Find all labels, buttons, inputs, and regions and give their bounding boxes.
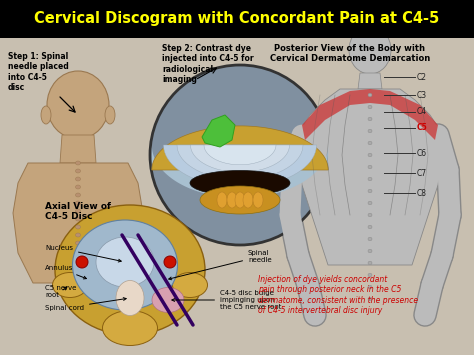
Text: Cervical Discogram with Concordant Pain at C4-5: Cervical Discogram with Concordant Pain …	[35, 11, 439, 27]
Ellipse shape	[368, 153, 372, 157]
Text: Spinal
needle: Spinal needle	[169, 250, 272, 280]
Text: Annulus: Annulus	[45, 265, 86, 279]
Ellipse shape	[368, 165, 372, 169]
Ellipse shape	[368, 105, 372, 109]
Text: Injection of dye yields concordant
pain through posterior neck in the C5
dermato: Injection of dye yields concordant pain …	[258, 275, 418, 315]
Ellipse shape	[75, 209, 81, 213]
Ellipse shape	[217, 192, 227, 208]
Circle shape	[76, 256, 88, 268]
Text: Step 1: Spinal
needle placed
into C4-5
disc: Step 1: Spinal needle placed into C4-5 d…	[8, 52, 69, 92]
Ellipse shape	[349, 26, 391, 74]
Ellipse shape	[368, 213, 372, 217]
Ellipse shape	[173, 273, 208, 297]
Ellipse shape	[75, 257, 81, 261]
Text: C7: C7	[417, 169, 427, 178]
Ellipse shape	[75, 161, 81, 165]
Ellipse shape	[368, 285, 372, 289]
Ellipse shape	[368, 189, 372, 193]
Polygon shape	[177, 145, 303, 180]
Ellipse shape	[75, 265, 81, 269]
Text: C2: C2	[417, 72, 427, 82]
Ellipse shape	[75, 225, 81, 229]
Ellipse shape	[75, 193, 81, 197]
Ellipse shape	[75, 177, 81, 181]
Text: C8: C8	[417, 189, 427, 197]
Ellipse shape	[253, 192, 263, 208]
Ellipse shape	[75, 185, 81, 189]
Ellipse shape	[73, 220, 177, 310]
Ellipse shape	[75, 241, 81, 245]
Bar	[0, 0, 474, 38]
Ellipse shape	[96, 237, 154, 287]
Polygon shape	[302, 89, 438, 140]
Ellipse shape	[368, 141, 372, 145]
Ellipse shape	[368, 273, 372, 277]
Ellipse shape	[368, 237, 372, 241]
Ellipse shape	[368, 177, 372, 181]
Ellipse shape	[368, 201, 372, 205]
Polygon shape	[191, 145, 290, 172]
Ellipse shape	[368, 249, 372, 253]
Ellipse shape	[41, 106, 51, 124]
Ellipse shape	[368, 225, 372, 229]
Ellipse shape	[55, 205, 205, 335]
Text: Nucleus: Nucleus	[45, 245, 121, 262]
Polygon shape	[204, 145, 276, 165]
Ellipse shape	[368, 117, 372, 121]
Ellipse shape	[105, 106, 115, 124]
Circle shape	[164, 256, 176, 268]
Ellipse shape	[53, 273, 88, 297]
Ellipse shape	[75, 217, 81, 221]
Ellipse shape	[75, 233, 81, 237]
Polygon shape	[152, 126, 328, 170]
Text: C5 nerve
root: C5 nerve root	[45, 285, 76, 298]
Ellipse shape	[75, 201, 81, 205]
Polygon shape	[13, 163, 143, 283]
Ellipse shape	[368, 297, 372, 301]
Polygon shape	[298, 89, 442, 265]
Text: C4: C4	[417, 108, 427, 116]
Ellipse shape	[368, 93, 372, 97]
Text: Spinal cord: Spinal cord	[45, 297, 126, 311]
Ellipse shape	[243, 192, 253, 208]
Ellipse shape	[368, 261, 372, 265]
Text: Axial View of
C4-5 Disc: Axial View of C4-5 Disc	[45, 202, 111, 222]
Polygon shape	[202, 115, 235, 147]
Ellipse shape	[152, 288, 184, 312]
Text: Posterior View of the Body with
Cervical Dermatome Demarcation: Posterior View of the Body with Cervical…	[270, 44, 430, 64]
Ellipse shape	[75, 249, 81, 253]
Ellipse shape	[75, 169, 81, 173]
Text: Step 2: Contrast dye
injected into C4-5 for
radiological
imaging: Step 2: Contrast dye injected into C4-5 …	[162, 44, 254, 84]
Ellipse shape	[102, 311, 157, 345]
Bar	[0, 38, 474, 355]
Ellipse shape	[200, 186, 280, 214]
Ellipse shape	[47, 71, 109, 139]
Text: C6: C6	[417, 148, 427, 158]
Polygon shape	[164, 145, 317, 187]
Ellipse shape	[235, 192, 245, 208]
Text: C3: C3	[417, 91, 427, 99]
Polygon shape	[358, 73, 382, 89]
Ellipse shape	[150, 65, 330, 245]
Ellipse shape	[227, 192, 237, 208]
Polygon shape	[60, 135, 96, 163]
Ellipse shape	[116, 280, 144, 316]
Text: C5: C5	[417, 124, 428, 132]
Ellipse shape	[190, 170, 290, 196]
Ellipse shape	[368, 129, 372, 133]
Polygon shape	[152, 145, 328, 198]
Text: C4-5 disc bulge
impinging upon
the C5 nerve root: C4-5 disc bulge impinging upon the C5 ne…	[172, 290, 282, 310]
